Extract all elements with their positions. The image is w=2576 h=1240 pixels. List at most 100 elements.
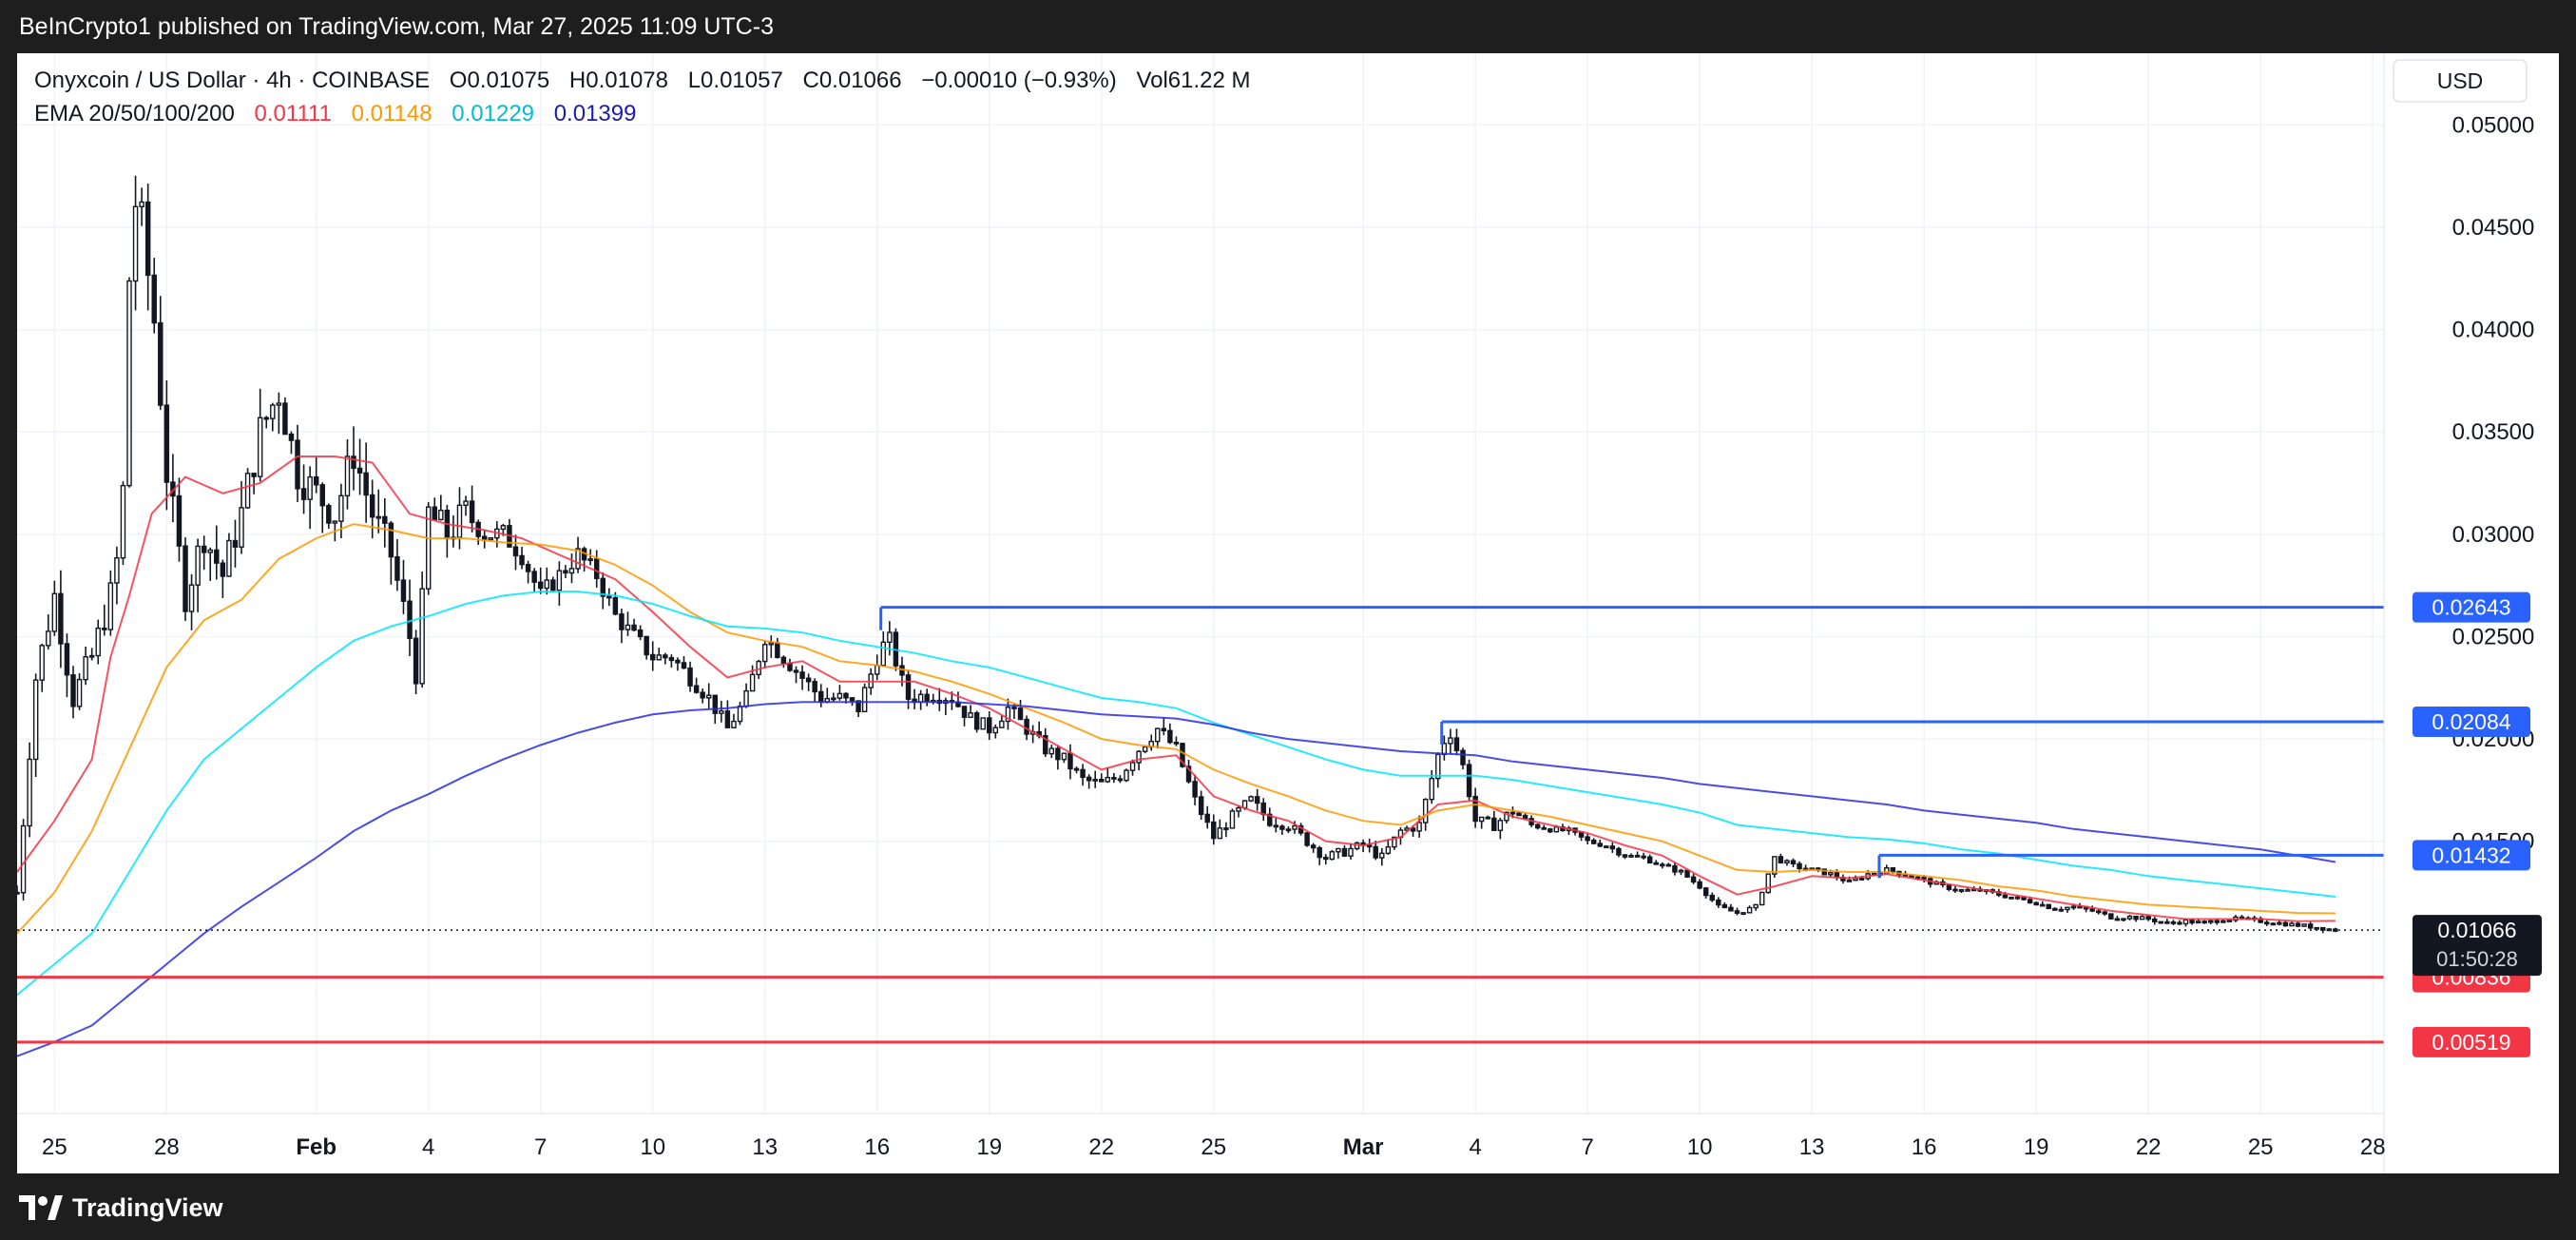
candle-down bbox=[1341, 847, 1348, 857]
candle-up bbox=[419, 588, 425, 685]
candle-down bbox=[1117, 778, 1124, 782]
candle-down bbox=[1366, 844, 1373, 848]
candle-down bbox=[1011, 707, 1017, 709]
candle-up bbox=[1604, 845, 1609, 849]
candle-up bbox=[76, 678, 83, 707]
candle-up bbox=[587, 558, 593, 562]
time-tick-label: 25 bbox=[42, 1134, 67, 1160]
currency-button[interactable]: USD bbox=[2393, 59, 2528, 103]
candle-down bbox=[288, 433, 295, 441]
candle-down bbox=[413, 637, 419, 685]
candle-down bbox=[1641, 855, 1646, 859]
legend-low-value: 0.01057 bbox=[701, 68, 783, 93]
candle-down bbox=[1279, 825, 1285, 830]
time-tick-label: 13 bbox=[1799, 1134, 1825, 1160]
price-chart[interactable]: 0.05000 0.04500 0.04000 0.03500 0.03000 0.025… bbox=[14, 53, 2559, 1173]
time-tick-label: Mar bbox=[1343, 1134, 1384, 1160]
candle-down bbox=[550, 579, 556, 591]
time-tick-label: 10 bbox=[1687, 1134, 1713, 1160]
time-tick-label: 16 bbox=[864, 1134, 890, 1160]
candle-up bbox=[556, 570, 563, 591]
candle-down bbox=[295, 439, 300, 490]
candle-down bbox=[2214, 920, 2220, 923]
publisher-bar: BeInCrypto1 published on TradingView.com… bbox=[0, 0, 2576, 53]
candle-up bbox=[1765, 873, 1771, 894]
candle-down bbox=[1541, 826, 1547, 830]
candle-up bbox=[2220, 920, 2226, 923]
candle-down bbox=[1548, 828, 1553, 833]
candle-down bbox=[1185, 765, 1192, 783]
candle-down bbox=[1516, 812, 1522, 817]
candle-down bbox=[1055, 747, 1061, 761]
candle-down bbox=[400, 579, 407, 602]
support-badge-label: 0.00519 bbox=[2432, 1030, 2510, 1055]
candle-down bbox=[631, 624, 637, 631]
candle-up bbox=[992, 727, 999, 734]
candle-down bbox=[2170, 920, 2177, 924]
tradingview-logo[interactable]: TradingView bbox=[19, 1192, 223, 1223]
candle-down bbox=[2152, 918, 2158, 922]
candle-down bbox=[351, 455, 356, 470]
currency-button-frame[interactable] bbox=[2393, 59, 2528, 103]
candle-up bbox=[749, 673, 756, 692]
candle-down bbox=[961, 706, 968, 718]
candle-up bbox=[438, 509, 444, 521]
candle-down bbox=[1585, 836, 1590, 842]
candle-down bbox=[537, 581, 544, 590]
candle-down bbox=[663, 654, 668, 659]
candle-up bbox=[2226, 920, 2233, 922]
support-badge bbox=[2413, 1026, 2530, 1057]
candle-up bbox=[1048, 747, 1055, 755]
candle-up bbox=[831, 697, 836, 701]
candle-down bbox=[1797, 862, 1802, 869]
current-price-label: 0.01066 bbox=[2437, 918, 2516, 942]
price-axis[interactable]: 0.05000 0.04500 0.04000 0.03500 0.03000 0.025… bbox=[2452, 112, 2535, 854]
candle-down bbox=[724, 710, 731, 728]
candle-down bbox=[1304, 832, 1310, 846]
candle-down bbox=[1267, 813, 1273, 826]
time-axis[interactable]: 25 28 Feb 4 7 10 13 16 19 22 25 Mar 4 7 10 13 16 19 22 25 28 bbox=[42, 1134, 2386, 1160]
candle-up bbox=[1348, 847, 1354, 857]
candle-up bbox=[768, 642, 775, 646]
time-tick-label: 13 bbox=[752, 1134, 778, 1160]
candle-down bbox=[382, 515, 388, 524]
time-tick-label: 10 bbox=[640, 1134, 665, 1160]
candle-up bbox=[887, 631, 893, 644]
candle-up bbox=[1497, 820, 1504, 831]
candle-down bbox=[693, 685, 700, 693]
candle-down bbox=[1716, 899, 1721, 906]
current-price-badge bbox=[2413, 915, 2542, 977]
candle-down bbox=[1709, 894, 1715, 901]
candle-down bbox=[481, 535, 488, 541]
legend-ema50-value: 0.01148 bbox=[352, 101, 433, 126]
candle-down bbox=[973, 712, 980, 730]
legend-low-label: L bbox=[688, 68, 701, 93]
candle-up bbox=[1005, 707, 1011, 723]
candle-up bbox=[226, 539, 232, 577]
candle-down bbox=[1485, 816, 1490, 820]
candle-up bbox=[1759, 891, 1765, 906]
candle-down bbox=[799, 671, 805, 679]
candle-up bbox=[1504, 811, 1509, 822]
time-tick-label: 4 bbox=[1469, 1134, 1481, 1160]
candle-down bbox=[1024, 718, 1029, 735]
candle-up bbox=[1435, 753, 1441, 780]
candle-down bbox=[1223, 827, 1229, 831]
candle-down bbox=[1086, 776, 1092, 782]
time-tick-label: 25 bbox=[1201, 1134, 1226, 1160]
chart-background bbox=[17, 53, 2559, 1173]
candle-up bbox=[2208, 920, 2214, 923]
candle-down bbox=[144, 201, 151, 277]
candle-down bbox=[2102, 911, 2108, 915]
chart-frame[interactable]: 0.05000 0.04500 0.04000 0.03500 0.03000 0.025… bbox=[14, 53, 2559, 1173]
candle-up bbox=[861, 687, 868, 713]
candle-down bbox=[563, 570, 568, 574]
candle-down bbox=[1522, 814, 1528, 820]
candle-up bbox=[1229, 810, 1236, 829]
candle-down bbox=[1890, 867, 1896, 873]
candle-up bbox=[1553, 826, 1560, 833]
candle-up bbox=[731, 720, 737, 728]
candle-up bbox=[107, 582, 114, 630]
candle-up bbox=[1124, 769, 1129, 782]
candle-up bbox=[1329, 851, 1336, 861]
